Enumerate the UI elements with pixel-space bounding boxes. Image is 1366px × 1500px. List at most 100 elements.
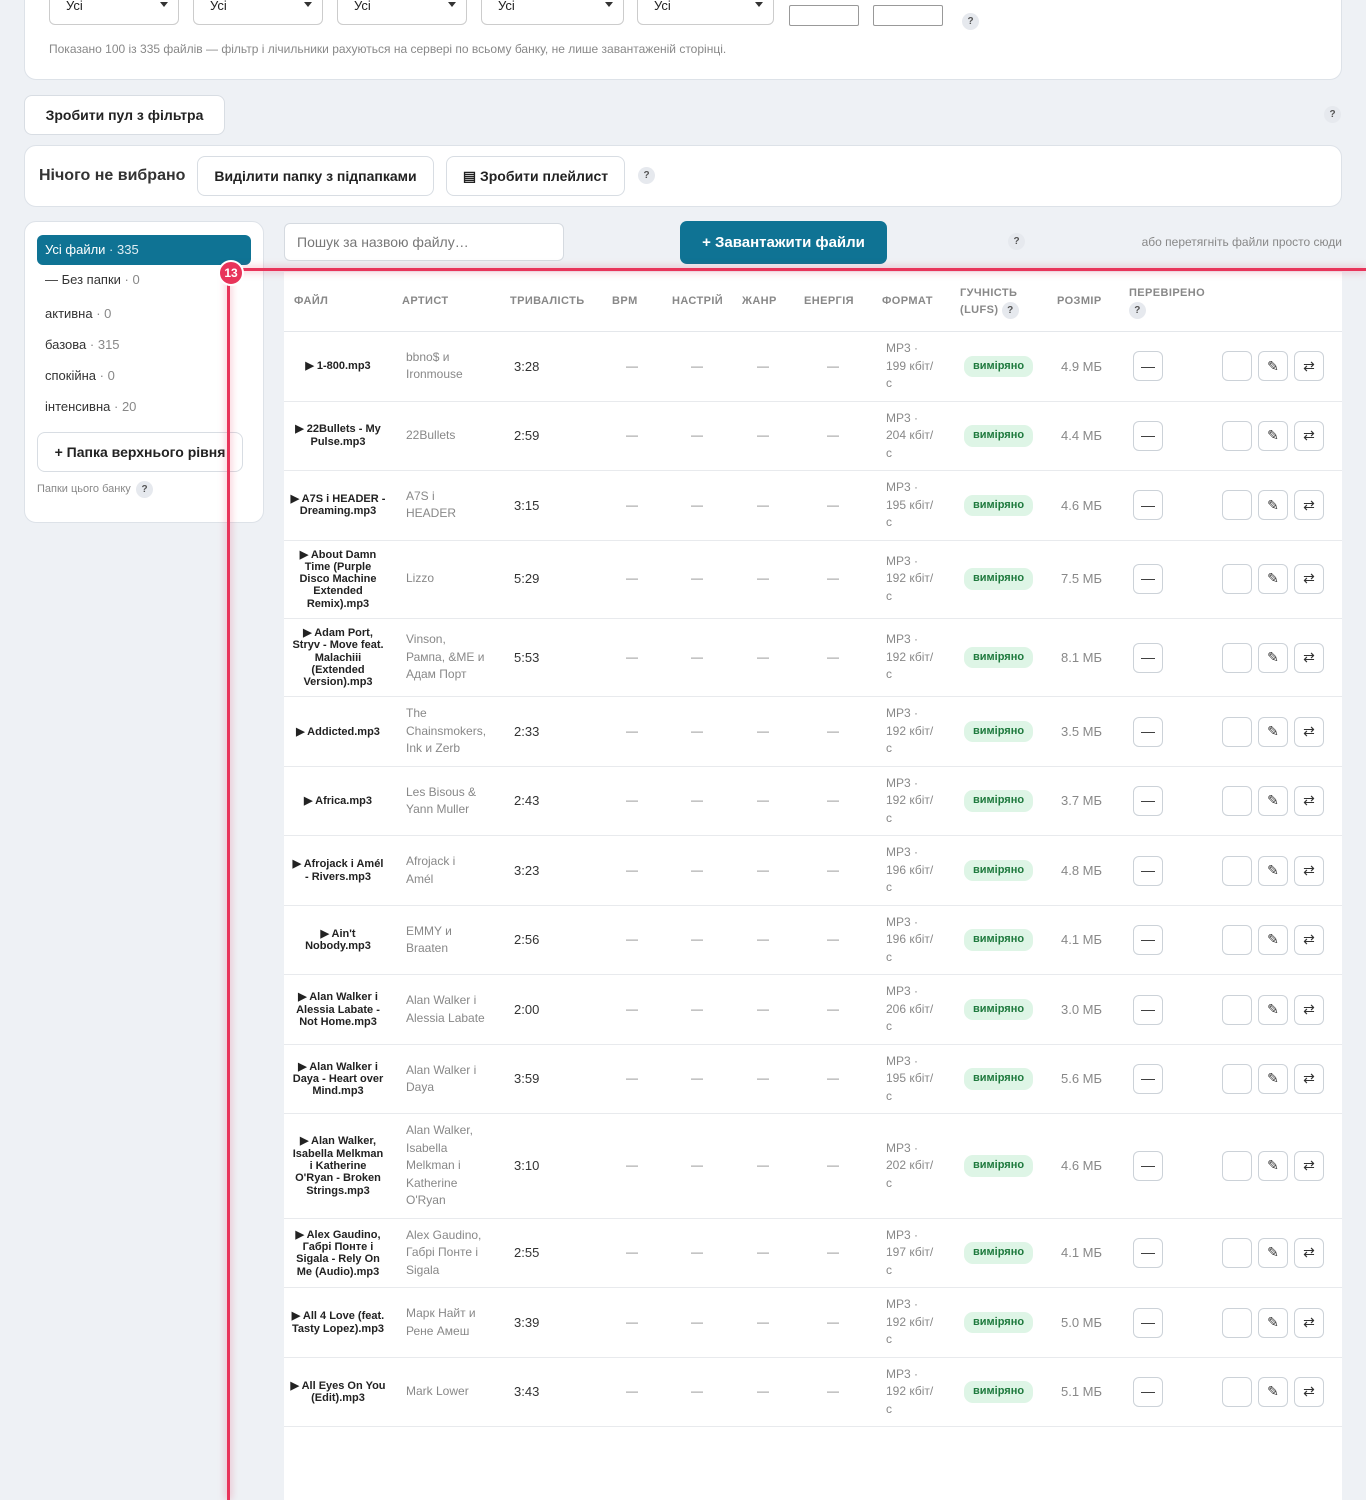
play-button[interactable]	[1222, 490, 1252, 521]
folder-item[interactable]: активна0	[37, 299, 119, 329]
play-button[interactable]	[1222, 1064, 1252, 1095]
verify-button[interactable]: —	[1133, 490, 1163, 521]
make-playlist-button[interactable]: ▤ Зробити плейлист	[446, 156, 625, 196]
action-button[interactable]: ✎	[1258, 925, 1288, 956]
file-name[interactable]: ▶ Africa.mp3	[304, 795, 372, 808]
file-name[interactable]: ▶ Afrojack i Amél - Rivers.mp3	[292, 858, 384, 883]
action-button[interactable]: ⇄	[1294, 716, 1324, 747]
action-button[interactable]: ⇄	[1294, 1064, 1324, 1095]
folder-item[interactable]: Усі файли335	[37, 235, 251, 265]
file-name[interactable]: ▶ 22Bullets - My Pulse.mp3	[295, 423, 381, 448]
folder-item[interactable]: базова315	[37, 330, 128, 360]
file-name[interactable]: ▶ Alan Walker, Isabella Melkman i Kather…	[292, 1135, 384, 1197]
file-name[interactable]: ▶ Ain't Nobody.mp3	[305, 927, 371, 953]
play-button[interactable]	[1222, 786, 1252, 817]
play-button[interactable]	[1222, 1151, 1252, 1182]
min-input[interactable]	[789, 5, 859, 26]
action-button[interactable]: ✎	[1258, 351, 1288, 382]
action-button[interactable]: ⇄	[1294, 490, 1324, 521]
play-button[interactable]	[1222, 564, 1252, 595]
filter-select[interactable]: Усі	[481, 0, 624, 25]
action-button[interactable]: ⇄	[1294, 351, 1324, 382]
play-button[interactable]	[1222, 642, 1252, 673]
play-button[interactable]	[1222, 716, 1252, 747]
verify-button[interactable]: —	[1133, 1064, 1163, 1095]
help[interactable]: ?	[1001, 301, 1019, 319]
action-button[interactable]: ⇄	[1294, 1307, 1324, 1338]
action-button[interactable]: ✎	[1258, 855, 1288, 886]
play-button[interactable]	[1222, 855, 1252, 886]
file-name[interactable]: ▶ 1-800.mp3	[305, 360, 371, 373]
folder-item[interactable]: спокійна0	[37, 361, 123, 391]
verify-button[interactable]: —	[1133, 1151, 1163, 1182]
verify-button[interactable]: —	[1133, 786, 1163, 817]
action-button[interactable]: ✎	[1258, 420, 1288, 451]
max-input[interactable]	[873, 5, 943, 26]
file-name[interactable]: ▶ Adam Port, Stryv - Move feat. Malachii…	[292, 626, 384, 689]
play-button[interactable]	[1222, 994, 1252, 1025]
play-button[interactable]	[1222, 925, 1252, 956]
folder-item[interactable]: — Без папки0	[37, 265, 148, 295]
help[interactable]: ?	[136, 481, 153, 498]
action-button[interactable]: ⇄	[1294, 925, 1324, 956]
play-button[interactable]	[1222, 1238, 1252, 1269]
play-button[interactable]	[1222, 420, 1252, 451]
help[interactable]: ?	[1324, 106, 1341, 123]
verify-button[interactable]: —	[1133, 351, 1163, 382]
file-name[interactable]: ▶ All 4 Love (feat. Tasty Lopez).mp3	[291, 1310, 385, 1335]
verify-button[interactable]: —	[1133, 420, 1163, 451]
file-name[interactable]: ▶ Alan Walker i Alessia Labate - Not Hom…	[296, 991, 380, 1028]
help[interactable]: ?	[1129, 301, 1146, 319]
select-folder-button[interactable]: Виділити папку з підпапками	[197, 156, 434, 196]
action-button[interactable]: ✎	[1258, 1377, 1288, 1408]
action-button[interactable]: ✎	[1258, 1307, 1288, 1338]
verify-button[interactable]: —	[1133, 1307, 1163, 1338]
verify-button[interactable]: —	[1133, 564, 1163, 595]
filter-select[interactable]: Усі	[637, 0, 774, 25]
folder-item[interactable]: інтенсивна20	[37, 392, 144, 422]
play-button[interactable]	[1222, 1307, 1252, 1338]
action-button[interactable]: ✎	[1258, 786, 1288, 817]
action-button[interactable]: ✎	[1258, 1064, 1288, 1095]
file-name[interactable]: ▶ Alex Gaudino, Габрі Понте i Sigala - R…	[295, 1228, 381, 1278]
filter-select[interactable]: Усі	[193, 0, 323, 25]
help[interactable]: ?	[962, 13, 979, 30]
help[interactable]: ?	[1008, 233, 1025, 250]
add-folder-button[interactable]: + Папка верхнього рівня	[37, 432, 243, 472]
filter-select[interactable]: Усі	[49, 0, 179, 25]
action-button[interactable]: ✎	[1258, 564, 1288, 595]
verify-button[interactable]: —	[1133, 1377, 1163, 1408]
action-button[interactable]: ⇄	[1294, 1377, 1324, 1408]
upload-button[interactable]: + Завантажити файли	[680, 221, 887, 264]
pool-button[interactable]: Зробити пул з фільтра	[24, 95, 225, 135]
action-button[interactable]: ✎	[1258, 994, 1288, 1025]
action-button[interactable]: ⇄	[1294, 564, 1324, 595]
play-button[interactable]	[1222, 351, 1252, 382]
file-name[interactable]: ▶ All Eyes On You (Edit).mp3	[290, 1379, 386, 1405]
file-name[interactable]: ▶ Addicted.mp3	[296, 725, 380, 738]
verify-button[interactable]: —	[1133, 855, 1163, 886]
filter-select[interactable]: Усі	[337, 0, 467, 25]
action-button[interactable]: ⇄	[1294, 1151, 1324, 1182]
action-button[interactable]: ✎	[1258, 716, 1288, 747]
action-button[interactable]: ✎	[1258, 642, 1288, 673]
action-button[interactable]: ✎	[1258, 1151, 1288, 1182]
verify-button[interactable]: —	[1133, 1238, 1163, 1269]
verify-button[interactable]: —	[1133, 716, 1163, 747]
file-name[interactable]: ▶ Alan Walker i Daya - Heart over Mind.m…	[292, 1060, 384, 1098]
action-button[interactable]: ⇄	[1294, 1238, 1324, 1269]
action-button[interactable]: ✎	[1258, 490, 1288, 521]
verify-button[interactable]: —	[1133, 994, 1163, 1025]
search-input[interactable]: Пошук за назвою файлу…	[284, 223, 564, 261]
verify-button[interactable]: —	[1133, 642, 1163, 673]
action-button[interactable]: ⇄	[1294, 642, 1324, 673]
play-button[interactable]	[1222, 1377, 1252, 1408]
action-button[interactable]: ✎	[1258, 1238, 1288, 1269]
help[interactable]: ?	[638, 167, 655, 184]
verify-button[interactable]: —	[1133, 925, 1163, 956]
action-button[interactable]: ⇄	[1294, 994, 1324, 1025]
action-button[interactable]: ⇄	[1294, 855, 1324, 886]
file-name[interactable]: ▶ A7S i HEADER - Dreaming.mp3	[290, 492, 386, 518]
action-button[interactable]: ⇄	[1294, 786, 1324, 817]
file-name[interactable]: ▶ About Damn Time (Purple Disco Machine …	[299, 548, 377, 610]
